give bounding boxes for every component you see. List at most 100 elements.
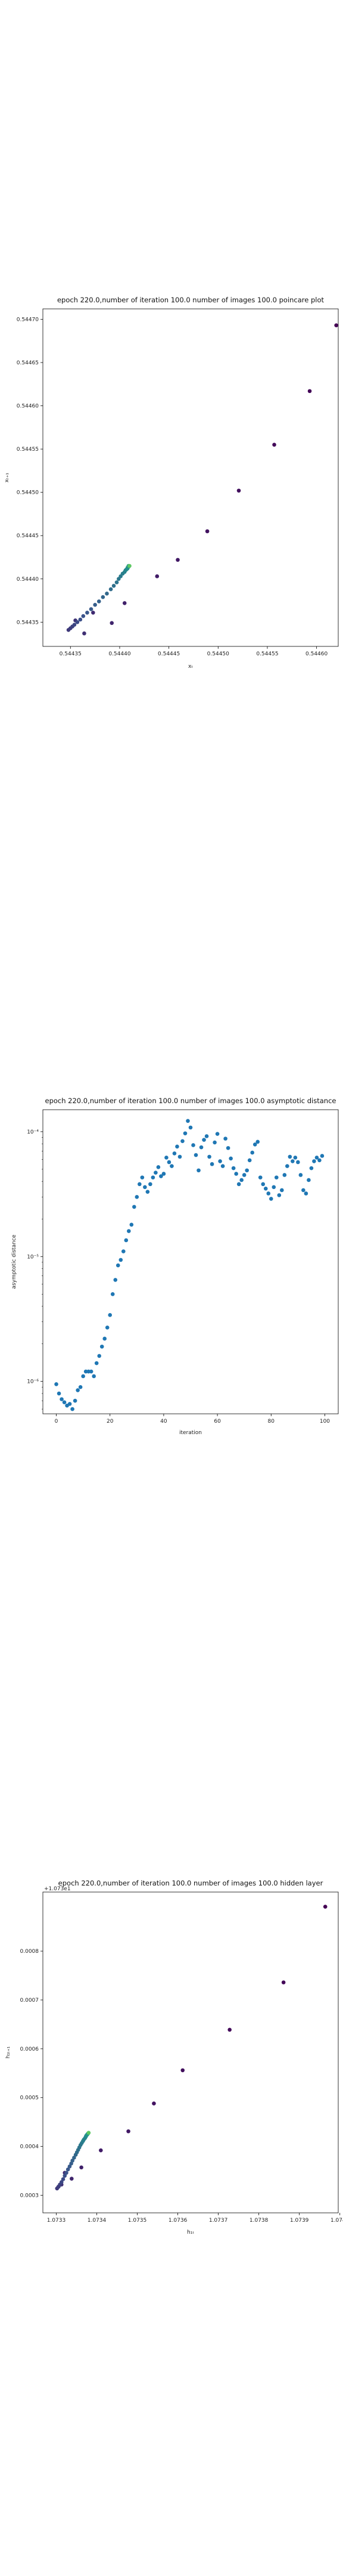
y-tick-label: 0.54445 [17,533,39,539]
plot-area [42,1109,339,1414]
x-axis-label: xₜ [188,664,193,670]
data-point [227,2027,232,2032]
data-point [70,2176,74,2181]
data-point [269,1197,273,1201]
data-point [110,1292,115,1296]
data-point [59,2180,64,2184]
data-point [86,2131,91,2135]
data-point [258,1175,263,1179]
x-tick-label: 1.0738 [250,2218,269,2224]
data-point [152,2101,156,2106]
data-point [188,1125,193,1130]
data-point [72,2156,76,2160]
data-point [247,1158,252,1163]
y-tick-label: 0.0008 [20,1949,39,1955]
data-point [296,1160,300,1165]
x-tick-label: 1.0733 [47,2218,66,2224]
data-point [72,623,77,627]
data-point [239,1178,244,1182]
data-point [309,1166,314,1171]
y-axis-ticks: 10⁻⁶ 10⁻⁵ 10⁻⁴ [27,1129,43,1410]
y-axis-label: xₜ₊₁ [4,472,10,482]
y-tick-label: 0.54455 [17,447,39,453]
data-point [111,584,116,588]
data-point [218,1159,222,1163]
x-tick-label: 40 [160,1419,167,1425]
data-point [81,1374,85,1379]
data-point [202,1138,206,1142]
data-point [261,1182,266,1187]
data-point [64,2171,68,2175]
data-point [54,1382,58,1386]
data-point [108,587,113,592]
data-point [81,614,86,618]
chart-title: epoch 220.0,number of iteration 100.0 nu… [45,1097,336,1105]
data-point [151,1175,155,1179]
data-point [204,1134,209,1138]
data-point [124,1238,129,1243]
data-point [110,621,114,626]
data-point [126,1229,131,1233]
y-axis-label: h₁ₜ₊₁ [5,2046,11,2058]
data-point [145,1190,150,1194]
x-tick-label: 20 [107,1419,114,1425]
data-point [298,1173,303,1177]
data-point [167,1160,172,1165]
data-point [272,1185,276,1190]
data-point [61,2177,66,2181]
x-tick-label: 1.0737 [209,2218,228,2224]
data-point [226,1145,230,1150]
x-axis-label: iteration [179,1430,202,1436]
data-point [250,1150,255,1155]
y-tick-label: 0.54440 [17,577,39,583]
data-points [55,1905,328,2191]
data-point [231,1166,236,1171]
data-point [143,1185,147,1190]
data-point [140,1175,145,1179]
data-point [252,1143,257,1147]
data-point [334,323,338,327]
data-point [96,599,101,603]
y-axis-label: asymptotic distance [11,1234,17,1289]
data-point [99,1344,104,1349]
y-tick-label: 10⁻⁶ [27,1379,39,1385]
data-point [285,1164,289,1168]
data-point [78,1385,83,1389]
y-axis-ticks: 0.54435 0.54440 0.54445 0.54450 0.54455 0.544… [17,317,43,626]
data-point [73,1398,77,1403]
data-point [126,2129,130,2134]
x-tick-label: 60 [214,1419,221,1425]
data-point [177,1154,182,1159]
x-tick-label: 0.54450 [207,651,229,657]
data-point [320,1154,325,1158]
x-tick-label: 80 [268,1419,275,1425]
data-point [122,601,127,605]
data-point [161,1172,166,1176]
data-point [291,1159,295,1163]
y-tick-label: 0.0007 [20,1998,39,2004]
poincare-plot-chart: epoch 220.0,number of iteration 100.0 nu… [4,296,339,670]
data-point [97,1354,101,1358]
data-point [114,580,119,584]
x-tick-label: 0.54435 [60,651,82,657]
data-point [288,1154,292,1159]
data-point [83,1369,88,1374]
data-point [223,1137,227,1141]
data-point [67,2164,72,2169]
data-point [63,2174,67,2178]
x-tick-label: 1.0736 [169,2218,188,2224]
data-point [180,2068,185,2073]
x-tick-label: 0.54445 [158,651,180,657]
data-point [229,1156,233,1161]
data-point [155,574,160,578]
data-point [93,603,97,607]
data-point [67,1402,72,1406]
data-point [108,1313,113,1317]
y-tick-label: 0.0003 [20,2193,39,2199]
y-tick-label: 0.54465 [17,360,39,366]
y-tick-label: 0.0005 [20,2095,39,2101]
data-point [277,1193,282,1197]
data-point [132,1205,136,1209]
data-point [301,1188,305,1193]
data-point [121,1249,126,1253]
